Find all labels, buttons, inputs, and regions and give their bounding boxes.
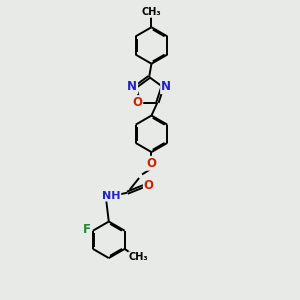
Text: NH: NH: [102, 190, 120, 201]
Text: F: F: [82, 223, 91, 236]
Text: N: N: [161, 80, 171, 93]
Text: CH₃: CH₃: [129, 252, 148, 262]
Text: CH₃: CH₃: [142, 7, 161, 17]
Text: O: O: [132, 96, 142, 109]
Text: O: O: [144, 179, 154, 192]
Text: N: N: [127, 80, 137, 93]
Text: O: O: [146, 157, 157, 170]
